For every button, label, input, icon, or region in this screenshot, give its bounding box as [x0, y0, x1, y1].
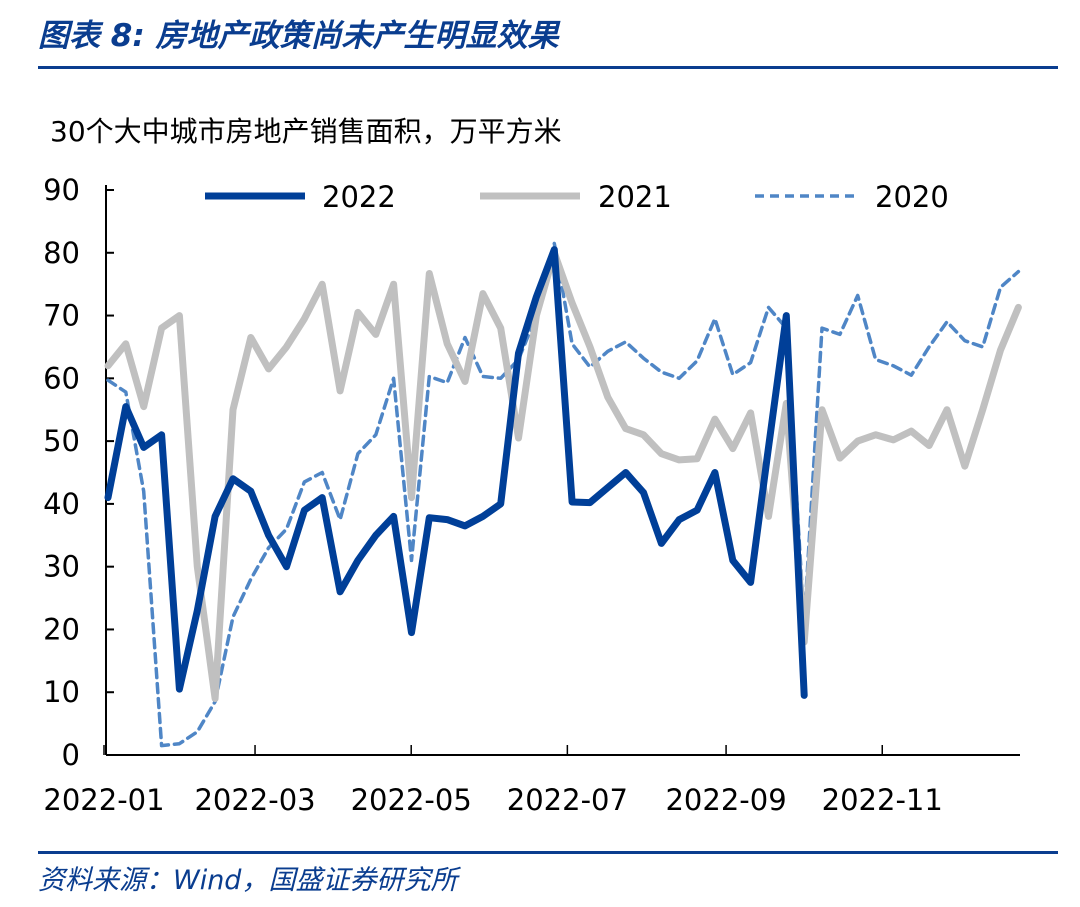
y-tick-label: 20	[43, 612, 80, 646]
y-tick-label: 10	[43, 675, 80, 709]
x-tick-label: 2022-11	[822, 783, 943, 817]
series-line-2022	[104, 246, 808, 699]
figure-title: 图表 8: 房地产政策尚未产生明显效果	[38, 18, 559, 54]
series-line-2020	[106, 241, 1021, 748]
x-tick-label: 2022-07	[507, 783, 628, 817]
legend-label-2020: 2020	[875, 180, 949, 214]
series-line-2021	[104, 249, 1022, 702]
y-tick-label: 60	[43, 361, 80, 395]
y-tick-label: 0	[62, 738, 80, 772]
top-rule	[38, 66, 1058, 69]
y-tick-label: 80	[43, 236, 80, 270]
x-tick-label: 2022-05	[351, 783, 472, 817]
y-tick-label: 50	[43, 424, 80, 458]
y-tick-label: 90	[43, 173, 80, 207]
chart-title: 30个大中城市房地产销售面积，万平方米	[50, 115, 562, 148]
x-tick-label: 2022-03	[194, 783, 315, 817]
legend-label-2021: 2021	[598, 180, 672, 214]
bottom-rule	[38, 851, 1058, 854]
y-tick-label: 30	[43, 550, 80, 584]
x-tick-label: 2022-01	[43, 783, 164, 817]
x-tick-label: 2022-09	[665, 783, 786, 817]
y-tick-label: 70	[43, 299, 80, 333]
legend-label-2022: 2022	[322, 180, 396, 214]
source-note: 资料来源：Wind，国盛证券研究所	[38, 865, 458, 896]
y-tick-label: 40	[43, 487, 80, 521]
